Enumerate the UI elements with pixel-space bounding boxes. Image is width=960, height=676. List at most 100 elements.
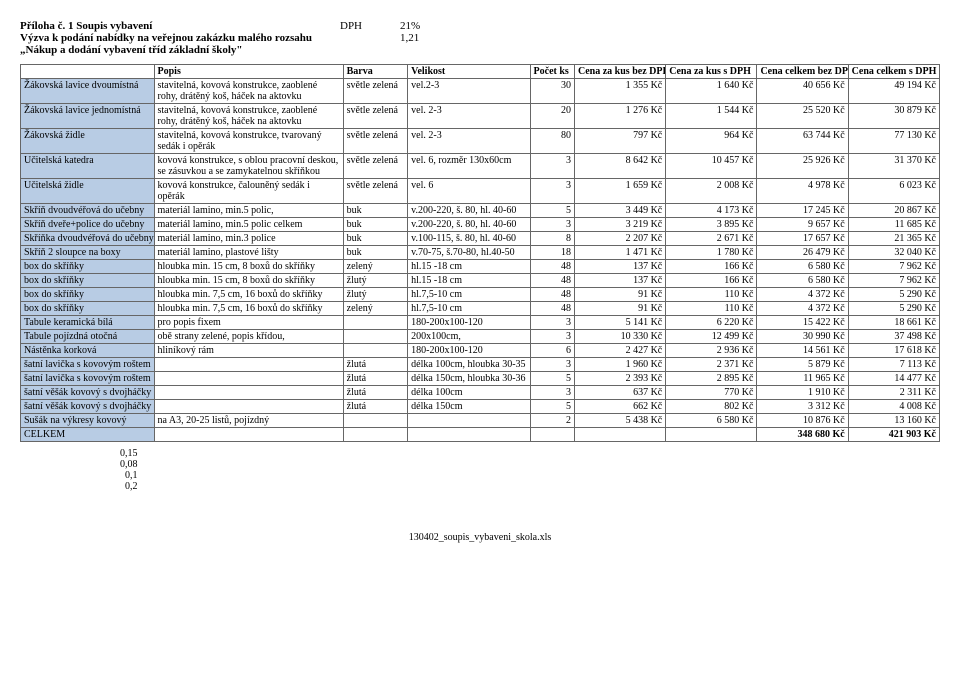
cell-pocet: 3 [530, 218, 575, 232]
cell-pocet: 3 [530, 386, 575, 400]
total-c4: 421 903 Kč [848, 428, 939, 442]
cell-name: Učitelská židle [21, 179, 155, 204]
cell-pocet: 3 [530, 316, 575, 330]
cell-cena1: 1 659 Kč [575, 179, 666, 204]
cell-pocet: 3 [530, 358, 575, 372]
cell-name: Skříň 2 sloupce na boxy [21, 246, 155, 260]
cell-name: box do skříňky [21, 274, 155, 288]
cell-popis: hloubka min. 7,5 cm, 16 boxů do skříňky [154, 288, 343, 302]
cell-barva: světle zelená [343, 129, 408, 154]
header-line-2: Výzva k podání nabídky na veřejnou zakáz… [20, 32, 340, 44]
cell-popis: hloubka min. 15 cm, 8 boxů do skříňky [154, 260, 343, 274]
col-popis: Popis [154, 65, 343, 79]
cell-pocet: 2 [530, 414, 575, 428]
cell-popis: hliníkový rám [154, 344, 343, 358]
cell-pocet: 6 [530, 344, 575, 358]
footer-numbers: 0,15 0,08 0,1 0,2 [20, 448, 940, 492]
equipment-table: Popis Barva Velikost Počet ks Cena za ku… [20, 64, 940, 442]
cell-name: Žákovská lavice jednomístná [21, 104, 155, 129]
cell-pocet: 3 [530, 154, 575, 179]
cell-cena3: 15 422 Kč [757, 316, 848, 330]
cell-cena4: 37 498 Kč [848, 330, 939, 344]
cell-barva: buk [343, 218, 408, 232]
cell-cena4: 13 160 Kč [848, 414, 939, 428]
cell-cena2: 166 Kč [666, 260, 757, 274]
cell-cena1: 137 Kč [575, 274, 666, 288]
cell-name: Skříň dveře+police do učebny [21, 218, 155, 232]
cell-cena2: 110 Kč [666, 288, 757, 302]
col-cena4: Cena celkem s DPH [848, 65, 939, 79]
cell-cena3: 30 990 Kč [757, 330, 848, 344]
cell-velikost: hl.15 -18 cm [408, 274, 530, 288]
cell-cena3: 17 657 Kč [757, 232, 848, 246]
cell-cena4: 30 879 Kč [848, 104, 939, 129]
cell-barva: žlutá [343, 400, 408, 414]
cell-cena1: 2 207 Kč [575, 232, 666, 246]
cell-cena1: 662 Kč [575, 400, 666, 414]
cell-velikost: 180-200x100-120 [408, 344, 530, 358]
cell-cena4: 7 113 Kč [848, 358, 939, 372]
cell-name: šatní lavička s kovovým roštem [21, 372, 155, 386]
cell-barva [343, 330, 408, 344]
cell-cena3: 4 372 Kč [757, 302, 848, 316]
cell-cena3: 10 876 Kč [757, 414, 848, 428]
col-cena3: Cena celkem bez DPH [757, 65, 848, 79]
cell-popis: materiál lamino, min.5 polic celkem [154, 218, 343, 232]
cell-cena4: 11 685 Kč [848, 218, 939, 232]
cell-name: Tabule keramická bílá [21, 316, 155, 330]
cell-velikost: v.100-115, š. 80, hl. 40-60 [408, 232, 530, 246]
cell-cena3: 3 312 Kč [757, 400, 848, 414]
cell-velikost: 200x100cm, [408, 330, 530, 344]
table-row: Učitelská židlekovová konstrukce, čaloun… [21, 179, 940, 204]
cell-cena4: 18 661 Kč [848, 316, 939, 330]
cell-name: šatní věšák kovový s dvojháčky [21, 386, 155, 400]
cell-cena1: 2 427 Kč [575, 344, 666, 358]
cell-velikost: v.200-220, š. 80, hl. 40-60 [408, 218, 530, 232]
cell-cena2: 4 173 Kč [666, 204, 757, 218]
table-header-row: Popis Barva Velikost Počet ks Cena za ku… [21, 65, 940, 79]
cell-cena4: 4 008 Kč [848, 400, 939, 414]
total-c3: 348 680 Kč [757, 428, 848, 442]
cell-velikost: vel. 2-3 [408, 104, 530, 129]
table-row: Žákovská židlestavitelná, kovová konstru… [21, 129, 940, 154]
cell-cena3: 25 520 Kč [757, 104, 848, 129]
table-row: box do skříňkyhloubka min. 7,5 cm, 16 bo… [21, 302, 940, 316]
cell-cena1: 91 Kč [575, 288, 666, 302]
cell-cena1: 1 960 Kč [575, 358, 666, 372]
cell-popis: stavitelná, kovová konstrukce, zaoblené … [154, 79, 343, 104]
cell-cena3: 40 656 Kč [757, 79, 848, 104]
cell-cena2: 12 499 Kč [666, 330, 757, 344]
cell-cena2: 6 220 Kč [666, 316, 757, 330]
cell-barva: světle zelená [343, 179, 408, 204]
cell-cena1: 1 355 Kč [575, 79, 666, 104]
cell-pocet: 48 [530, 274, 575, 288]
dph-label: DPH [340, 20, 400, 32]
cell-name: Tabule pojízdná otočná [21, 330, 155, 344]
cell-velikost [408, 414, 530, 428]
cell-cena2: 964 Kč [666, 129, 757, 154]
cell-cena3: 9 657 Kč [757, 218, 848, 232]
cell-cena4: 14 477 Kč [848, 372, 939, 386]
cell-barva: světle zelená [343, 104, 408, 129]
cell-barva: světle zelená [343, 79, 408, 104]
cell-name: box do skříňky [21, 302, 155, 316]
cell-popis: hloubka min. 15 cm, 8 boxů do skříňky [154, 274, 343, 288]
cell-cena2: 6 580 Kč [666, 414, 757, 428]
cell-velikost: hl.7,5-10 cm [408, 288, 530, 302]
cell-cena2: 2 895 Kč [666, 372, 757, 386]
cell-cena2: 110 Kč [666, 302, 757, 316]
cell-popis: kovová konstrukce, s oblou pracovní desk… [154, 154, 343, 179]
cell-cena3: 1 910 Kč [757, 386, 848, 400]
table-row: Tabule pojízdná otočnáobě strany zelené,… [21, 330, 940, 344]
cell-cena3: 5 879 Kč [757, 358, 848, 372]
cell-popis [154, 386, 343, 400]
cell-barva: buk [343, 232, 408, 246]
cell-cena2: 1 544 Kč [666, 104, 757, 129]
cell-name: box do skříňky [21, 288, 155, 302]
table-row: Skříň dveře+police do učebnymateriál lam… [21, 218, 940, 232]
cell-cena2: 2 008 Kč [666, 179, 757, 204]
cell-cena2: 2 936 Kč [666, 344, 757, 358]
cell-cena4: 7 962 Kč [848, 274, 939, 288]
cell-name: Skříň dvoudvéřová do učebny [21, 204, 155, 218]
cell-cena2: 770 Kč [666, 386, 757, 400]
